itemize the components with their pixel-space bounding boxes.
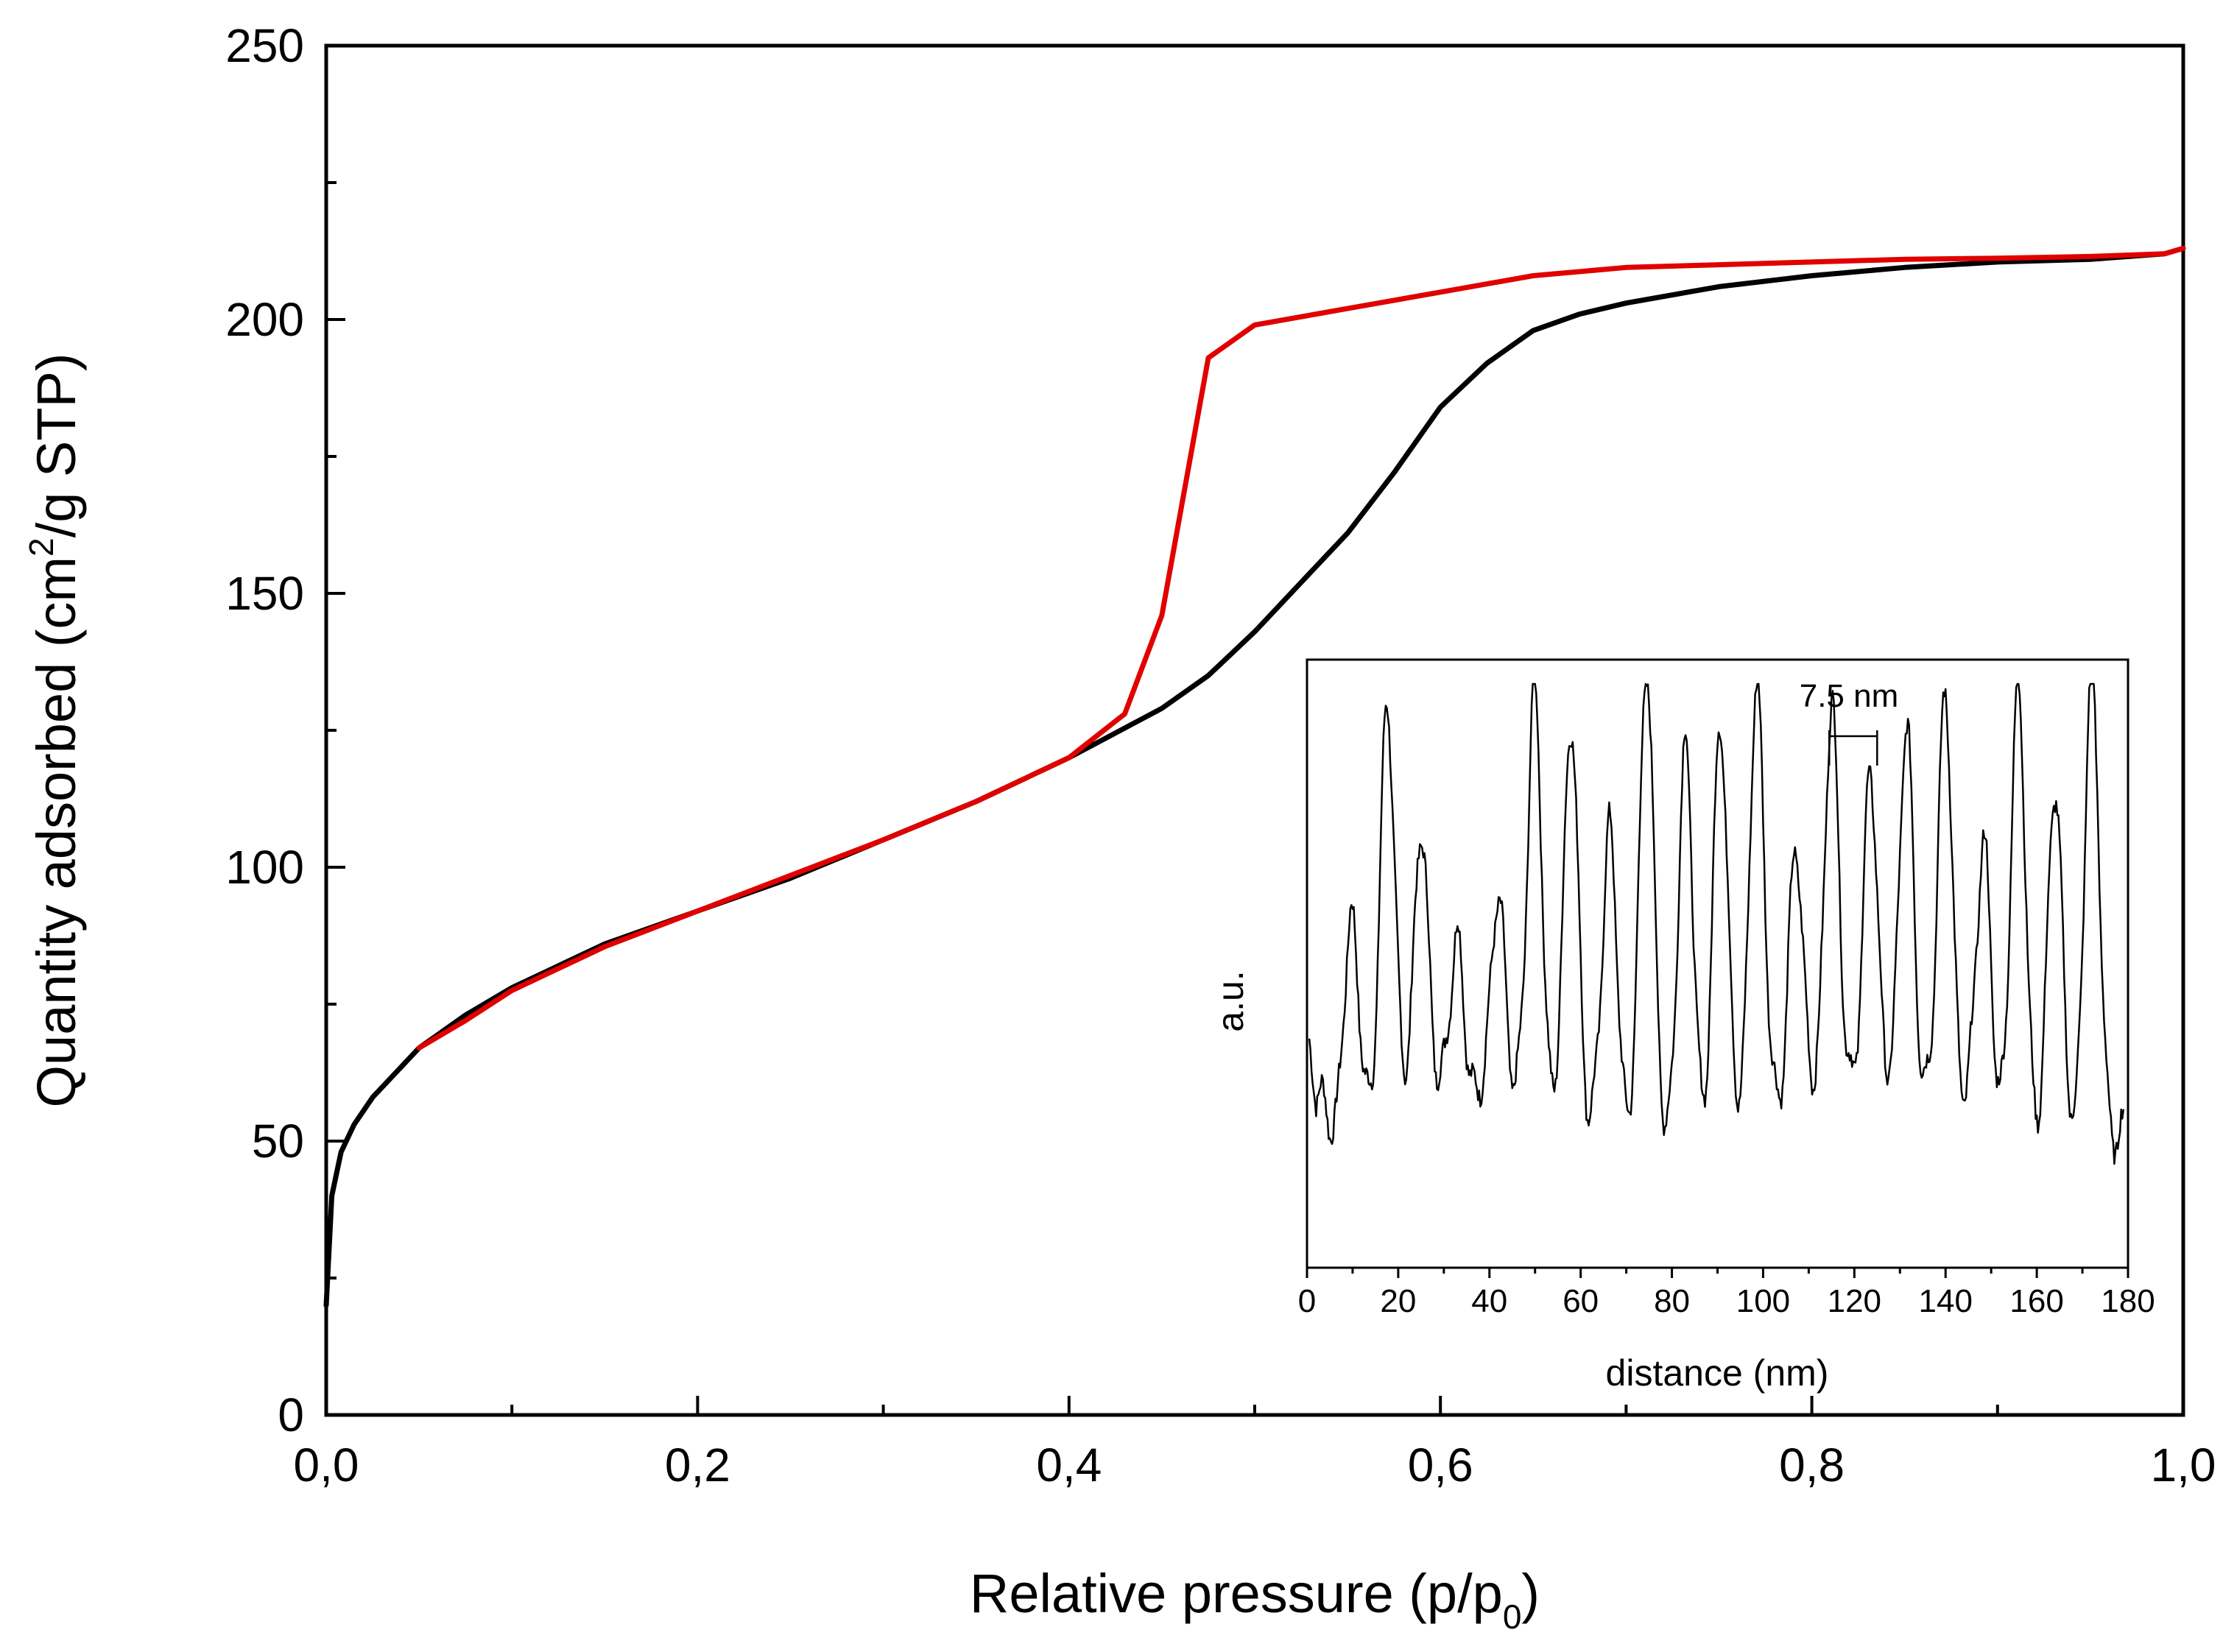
x-tick-label: 0,0 [294, 1439, 359, 1492]
inset-plot: 7.5 nm 0 20 40 60 80 100 120 140 160 180 distance… [1210, 658, 2155, 1394]
inset-axis-ticks [1306, 1268, 2129, 1278]
x-axis-title: Relative pressure (p/p0) [970, 1563, 1540, 1636]
y-tick-label: 200 [225, 293, 304, 346]
inset-profile-line [1308, 682, 2125, 1165]
x-tick-label: 0,2 [665, 1439, 730, 1492]
inset-x-tick-label: 40 [1471, 1283, 1507, 1319]
inset-annotation [1828, 730, 1878, 766]
x-tick-label: 0,8 [1779, 1439, 1845, 1492]
inset-x-tick-label: 60 [1563, 1283, 1599, 1319]
x-tick-label: 0,4 [1036, 1439, 1102, 1492]
inset-x-tick-label: 160 [2009, 1283, 2063, 1319]
y-axis-title: Quantity adsorbed (cm2/g STP) [22, 353, 87, 1107]
series-line-desorption [416, 245, 2186, 1051]
y-tick-label: 0 [278, 1388, 304, 1441]
inset-x-tick-label: 140 [1919, 1283, 1973, 1319]
main-series [323, 245, 2186, 1308]
x-tick-label: 0,6 [1408, 1439, 1473, 1492]
inset-series [1308, 682, 2125, 1165]
inset-y-axis-title: a.u. [1210, 970, 1251, 1031]
y-tick-label: 250 [225, 19, 304, 72]
inset-x-tick-label: 80 [1654, 1283, 1690, 1319]
x-tick-label: 1,0 [2151, 1439, 2216, 1492]
inset-x-tick-label: 180 [2101, 1283, 2155, 1319]
y-tick-label: 50 [252, 1115, 304, 1168]
inset-x-tick-label: 120 [1828, 1283, 1881, 1319]
y-tick-label: 100 [225, 841, 304, 894]
inset-x-tick-label: 0 [1298, 1283, 1316, 1319]
inset-x-tick-label: 100 [1736, 1283, 1790, 1319]
inset-annotation-label: 7.5 nm [1800, 678, 1899, 714]
inset-x-axis-title: distance (nm) [1606, 1352, 1829, 1394]
inset-tick-labels: 0 20 40 60 80 100 120 140 160 180 [1298, 1283, 2155, 1319]
inset-x-tick-label: 20 [1380, 1283, 1416, 1319]
y-tick-label: 150 [225, 567, 304, 620]
